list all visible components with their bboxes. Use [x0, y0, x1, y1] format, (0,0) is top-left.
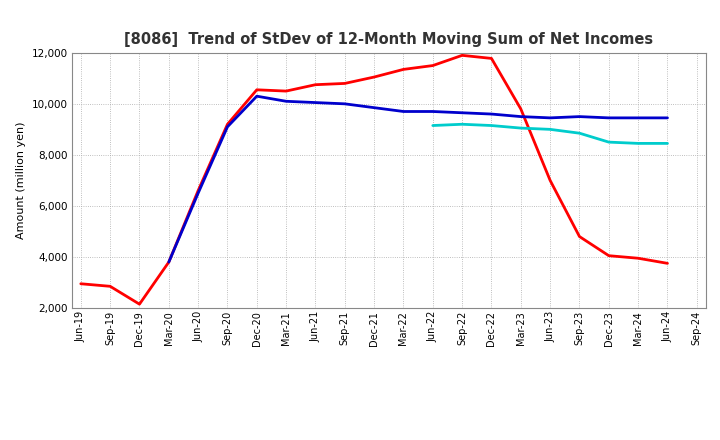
Title: [8086]  Trend of StDev of 12-Month Moving Sum of Net Incomes: [8086] Trend of StDev of 12-Month Moving…: [125, 33, 653, 48]
Y-axis label: Amount (million yen): Amount (million yen): [16, 121, 26, 239]
